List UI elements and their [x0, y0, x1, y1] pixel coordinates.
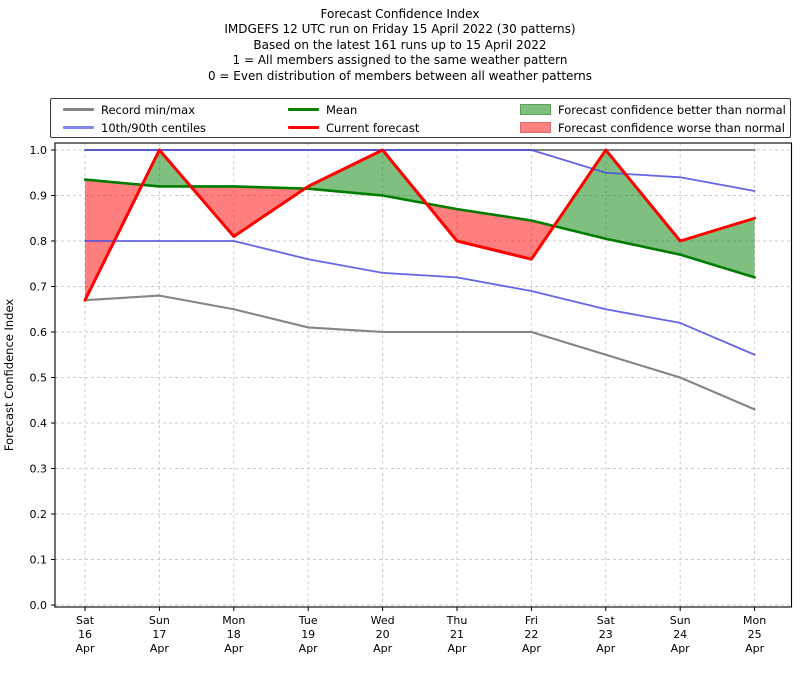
svg-text:Sun: Sun [149, 614, 170, 627]
svg-text:0.7: 0.7 [30, 280, 48, 293]
centiles-line-swatch [63, 126, 94, 129]
gridlines [55, 143, 792, 607]
svg-text:24: 24 [673, 628, 687, 641]
svg-text:Thu: Thu [446, 614, 468, 627]
chart-subtitle-scale-one: 1 = All members assigned to the same wea… [232, 53, 568, 68]
series-line-10th-centile [84, 240, 756, 356]
svg-text:Apr: Apr [671, 642, 691, 655]
series-line-current-forecast [83, 148, 757, 302]
svg-text:Sun: Sun [670, 614, 691, 627]
svg-text:Apr: Apr [150, 642, 170, 655]
chart-title-block: Forecast Confidence Index IMDGEFS 12 UTC… [0, 7, 800, 84]
series-line-mean [83, 178, 756, 279]
svg-text:0.2: 0.2 [30, 508, 48, 521]
legend-column-records: Record min/max 10th/90th centiles [63, 102, 206, 135]
confidence-worse-patch-swatch [520, 122, 551, 133]
legend-column-confidence: Forecast confidence better than normal F… [520, 102, 786, 135]
svg-text:Apr: Apr [75, 642, 95, 655]
svg-text:0.0: 0.0 [30, 599, 48, 612]
chart-subtitle-scale-zero: 0 = Even distribution of members between… [207, 68, 593, 83]
legend-column-forecast: Mean Current forecast [288, 102, 419, 135]
svg-text:Apr: Apr [299, 642, 319, 655]
svg-text:19: 19 [301, 628, 315, 641]
legend-label-current-forecast: Current forecast [326, 120, 420, 135]
svg-text:25: 25 [748, 628, 762, 641]
legend-item-confidence-worse: Forecast confidence worse than normal [520, 120, 786, 135]
svg-text:17: 17 [152, 628, 166, 641]
svg-text:Fri: Fri [525, 614, 538, 627]
chart-subtitle-basis: Based on the latest 161 runs up to 15 Ap… [253, 37, 547, 52]
svg-text:Wed: Wed [371, 614, 395, 627]
svg-text:22: 22 [524, 628, 538, 641]
svg-text:Sat: Sat [76, 614, 95, 627]
svg-text:0.3: 0.3 [30, 462, 48, 475]
svg-text:Sat: Sat [597, 614, 616, 627]
svg-text:Apr: Apr [522, 642, 542, 655]
axes: 0.00.10.20.30.40.50.60.70.80.91.0Sat16Ap… [2, 142, 793, 655]
legend-item-mean: Mean [288, 102, 419, 117]
svg-text:0.1: 0.1 [30, 553, 48, 566]
svg-text:23: 23 [599, 628, 613, 641]
series-line-90th-centile [84, 149, 756, 192]
legend-label-confidence-worse: Forecast confidence worse than normal [558, 120, 785, 135]
current-forecast-line-swatch [288, 126, 319, 129]
svg-text:Apr: Apr [447, 642, 467, 655]
svg-text:Apr: Apr [373, 642, 393, 655]
svg-text:Forecast Confidence Index: Forecast Confidence Index [2, 299, 16, 451]
confidence-better-patch-swatch [520, 104, 551, 115]
svg-text:0.8: 0.8 [30, 235, 48, 248]
legend-item-record-minmax: Record min/max [63, 102, 206, 117]
legend-item-centiles: 10th/90th centiles [63, 120, 206, 135]
svg-text:0.9: 0.9 [30, 189, 48, 202]
legend-label-mean: Mean [326, 102, 358, 117]
series-line-record-min [83, 294, 756, 411]
better-than-normal-fill [553, 150, 755, 278]
chart-legend: Record min/max 10th/90th centiles Mean C… [50, 98, 791, 138]
svg-text:Apr: Apr [224, 642, 244, 655]
svg-text:0.5: 0.5 [30, 371, 48, 384]
svg-text:18: 18 [227, 628, 241, 641]
svg-text:Mon: Mon [743, 614, 766, 627]
better-than-normal-fill [142, 150, 191, 187]
svg-text:Apr: Apr [596, 642, 616, 655]
confidence-fill-regions [85, 150, 755, 301]
chart-title: Forecast Confidence Index [320, 7, 480, 21]
svg-text:0.6: 0.6 [30, 326, 48, 339]
legend-label-centiles: 10th/90th centiles [101, 120, 207, 135]
svg-text:Tue: Tue [298, 614, 318, 627]
series-lines [83, 148, 757, 411]
legend-label-record-minmax: Record min/max [101, 102, 196, 117]
svg-text:Mon: Mon [222, 614, 245, 627]
legend-item-current-forecast: Current forecast [288, 120, 419, 135]
svg-text:21: 21 [450, 628, 464, 641]
svg-text:1.0: 1.0 [30, 144, 48, 157]
worse-than-normal-fill [426, 203, 554, 260]
svg-text:20: 20 [376, 628, 390, 641]
legend-label-confidence-better: Forecast confidence better than normal [558, 102, 786, 117]
svg-text:Apr: Apr [745, 642, 765, 655]
svg-text:16: 16 [78, 628, 92, 641]
legend-item-confidence-better: Forecast confidence better than normal [520, 102, 786, 117]
svg-text:0.4: 0.4 [30, 417, 48, 430]
chart-subtitle-run: IMDGEFS 12 UTC run on Friday 15 April 20… [224, 22, 576, 37]
worse-than-normal-fill [190, 186, 305, 237]
record-minmax-line-swatch [63, 108, 94, 111]
mean-line-swatch [288, 108, 319, 111]
